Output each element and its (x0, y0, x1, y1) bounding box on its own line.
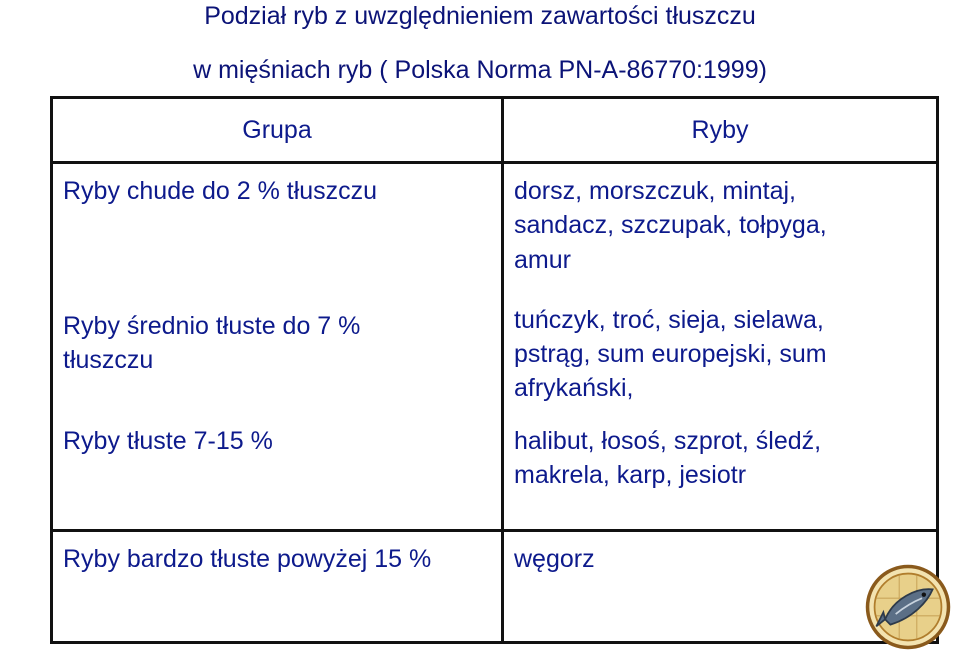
group-cell: Ryby bardzo tłuste powyżej 15 % (50, 529, 504, 644)
group-label: Ryby chude do 2 % tłuszczu (63, 177, 378, 205)
group-label: Ryby średnio tłuste do 7 % (63, 311, 361, 340)
group-label: tłuszczu (63, 345, 154, 374)
group-cell: Ryby tłuste 7-15 % (50, 419, 504, 532)
fish-line: amur (514, 245, 571, 274)
group-cell: Ryby chude do 2 % tłuszczu (50, 161, 504, 299)
fish-line: makrela, karp, jesiotr (514, 460, 747, 489)
fish-line: afrykański, (514, 374, 634, 402)
table-row: Ryby chude do 2 % tłuszczu dorsz, morszc… (50, 161, 939, 299)
table-row: Ryby tłuste 7-15 % halibut, łosoś, szpro… (50, 419, 939, 532)
table-row: Ryby bardzo tłuste powyżej 15 % węgorz (50, 529, 939, 644)
fish-cell: tuńczyk, troć, sieja, sielawa, pstrąg, s… (501, 298, 939, 420)
fish-line: dorsz, morszczuk, mintaj, (514, 177, 797, 205)
fish-cell: dorsz, morszczuk, mintaj, sandacz, szczu… (501, 161, 939, 299)
group-label: Ryby bardzo tłuste powyżej 15 % (63, 545, 432, 573)
page-subtitle: w mięśniach ryb ( Polska Norma PN-A-8677… (193, 56, 767, 84)
header-group: Grupa (50, 96, 504, 164)
table-row: Ryby średnio tłuste do 7 % tłuszczu tuńc… (50, 298, 939, 420)
fat-classification-table: Grupa Ryby Ryby chude do 2 % tłuszczu do… (50, 96, 939, 644)
fish-seal-icon (865, 564, 951, 650)
group-label: Ryby tłuste 7-15 % (63, 426, 273, 455)
fish-cell: węgorz (501, 529, 939, 644)
group-cell: Ryby średnio tłuste do 7 % tłuszczu (50, 298, 504, 420)
header-fish: Ryby (501, 96, 939, 164)
fish-line: pstrąg, sum europejski, sum (514, 339, 827, 368)
fish-line: węgorz (514, 545, 595, 573)
fish-line: sandacz, szczupak, tołpyga, (514, 211, 827, 240)
fish-line: tuńczyk, troć, sieja, sielawa, (514, 305, 824, 334)
fish-line: halibut, łosoś, szprot, śledź, (514, 426, 822, 455)
page-title: Podział ryb z uwzględnieniem zawartości … (204, 2, 756, 30)
table-header-row: Grupa Ryby (50, 96, 939, 164)
fish-cell: halibut, łosoś, szprot, śledź, makrela, … (501, 419, 939, 532)
